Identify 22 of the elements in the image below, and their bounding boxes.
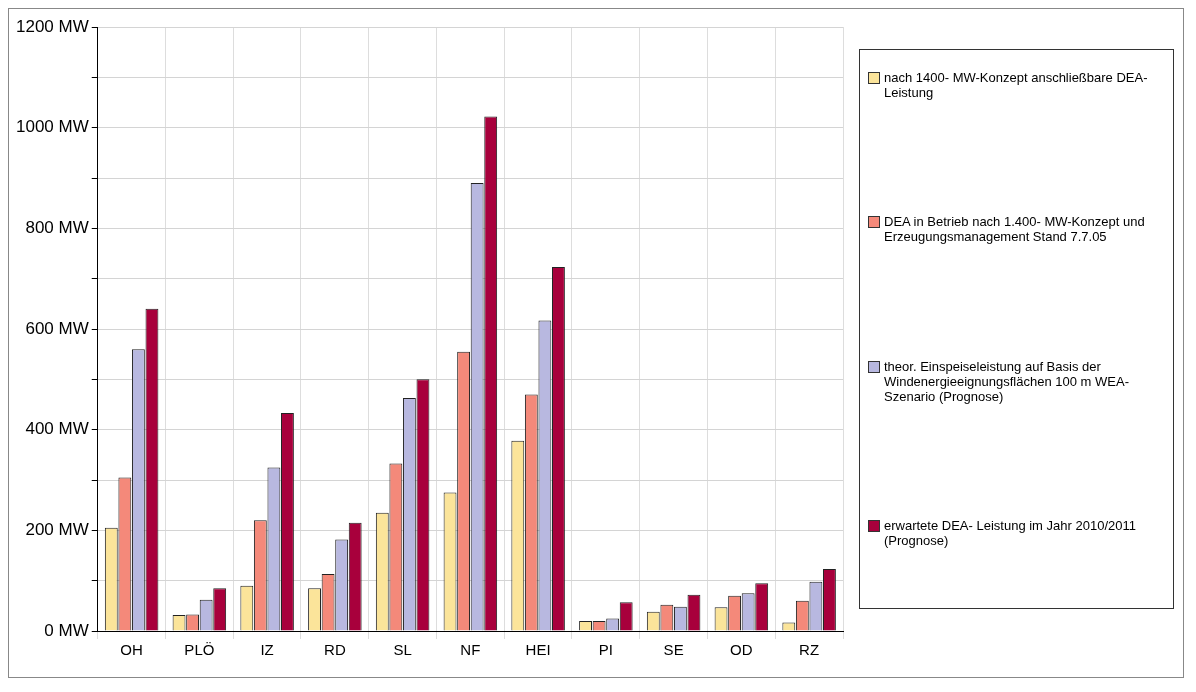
x-tick-label: IZ	[260, 641, 274, 659]
y-tick-label: 400 MW	[25, 419, 89, 439]
x-tick-label: SE	[663, 641, 684, 659]
y-tick-label: 1200 MW	[16, 16, 89, 36]
y-tick-label: 800 MW	[25, 218, 89, 238]
x-tick-label: RZ	[799, 641, 820, 659]
x-tick-label: PI	[598, 641, 613, 659]
x-tick-label: OH	[120, 641, 143, 659]
legend-label: erwartete DEA- Leistung im Jahr 2010/2011 (Prognose)	[884, 517, 1137, 548]
x-tick-label: PLÖ	[184, 641, 215, 659]
x-tick-label: OD	[730, 641, 753, 659]
y-tick-label: 1000 MW	[16, 117, 89, 137]
legend-label: theor. Einspeiseleistung auf Basis der Windenergieeignungsflächen 100 m WEA-Szenario (Prognose)	[884, 358, 1130, 404]
legend-label: DEA in Betrieb nach 1.400- MW-Konzept und Erzeugungsmanagement Stand 7.7.05	[884, 214, 1146, 245]
x-tick-label: NF	[460, 641, 481, 659]
y-tick-label: 0 MW	[44, 620, 89, 640]
legend-label: nach 1400- MW-Konzept anschließbare DEA-Leistung	[884, 70, 1149, 100]
x-tick-label: SL	[393, 641, 412, 659]
x-tick-label: RD	[324, 641, 346, 659]
y-tick-label: 600 MW	[25, 318, 89, 338]
x-tick-label: HEI	[525, 641, 551, 659]
y-tick-label: 200 MW	[25, 520, 89, 540]
